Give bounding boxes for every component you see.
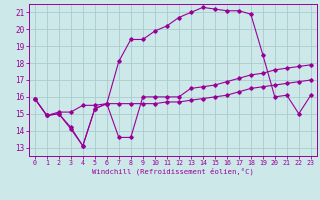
X-axis label: Windchill (Refroidissement éolien,°C): Windchill (Refroidissement éolien,°C) [92, 168, 254, 175]
